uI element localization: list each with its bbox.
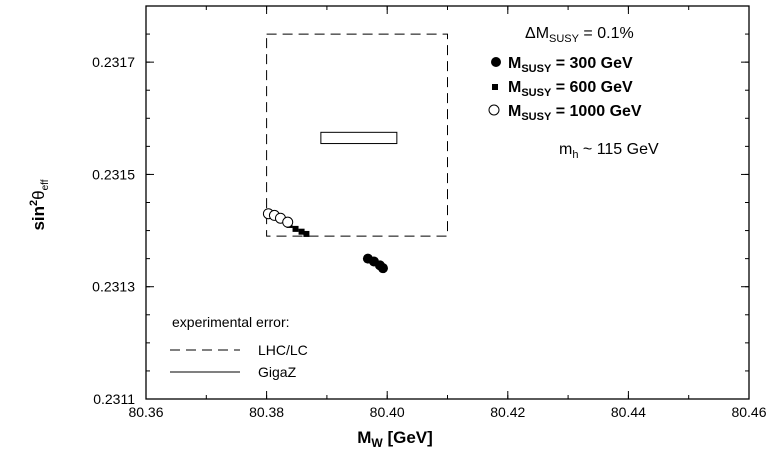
data-point-series-2	[282, 216, 294, 228]
x-tick-label: 80.38	[249, 404, 284, 420]
series-legend: MSUSY = 300 GeV MSUSY = 600 GeV MSUSY = …	[488, 55, 642, 123]
data-point-series-0	[377, 263, 388, 274]
y-axis-label: sin2θeff	[28, 179, 51, 230]
legend-label-lhc: LHC/LC	[258, 342, 308, 358]
data-point-series-1	[292, 225, 299, 232]
data-point-series-1	[298, 228, 305, 235]
x-tick-label: 80.40	[370, 404, 405, 420]
delta-msusy-annotation: ΔMSUSY = 0.1%	[525, 25, 634, 45]
mh-annotation: mh ~ 115 GeV	[559, 141, 659, 161]
y-tick-label: 0.2313	[92, 279, 135, 295]
y-tick-label: 0.2317	[92, 54, 135, 70]
legend-label-gigaz: GigaZ	[258, 364, 297, 380]
tick-layer: 80.36 80.38 80.40 80.42 80.44 80.46 0.2311 0.23…	[92, 5, 767, 420]
x-axis-label: MW [GeV]	[357, 428, 433, 450]
x-tick-label: 80.42	[490, 404, 525, 420]
x-tick-label: 80.36	[128, 404, 163, 420]
error-legend-title: experimental error:	[172, 314, 290, 330]
legend-label-1000: MSUSY = 1000 GeV	[508, 103, 642, 123]
data-points	[262, 208, 388, 274]
lhc-lc-error-box	[266, 33, 448, 237]
gigaz-error-box	[320, 131, 398, 145]
legend-label-300: MSUSY = 300 GeV	[508, 55, 633, 75]
x-tick-label: 80.46	[731, 404, 766, 420]
error-boxes	[266, 33, 448, 237]
legend-label-600: MSUSY = 600 GeV	[508, 79, 633, 99]
error-legend: experimental error: LHC/LC GigaZ	[170, 314, 308, 380]
data-point-series-1	[303, 230, 310, 237]
y-tick-label: 0.2315	[92, 166, 135, 182]
legend-marker-1000	[488, 104, 500, 116]
legend-marker-300	[491, 57, 501, 67]
y-tick-label: 0.2311	[93, 391, 135, 407]
legend-marker-600	[492, 84, 498, 90]
x-tick-label: 80.44	[611, 404, 646, 420]
